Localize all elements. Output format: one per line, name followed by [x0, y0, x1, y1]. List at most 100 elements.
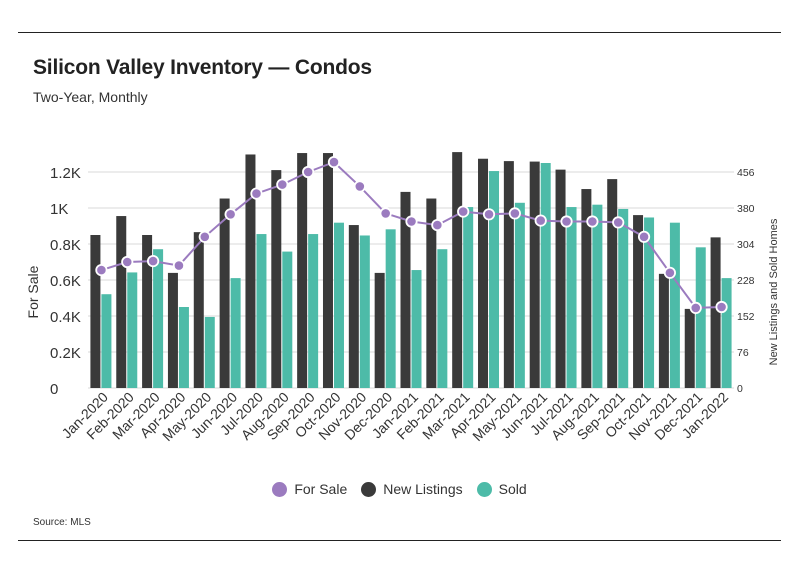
sold-bar — [566, 207, 577, 388]
for-sale-point — [198, 230, 211, 243]
for-sale-point — [482, 208, 496, 221]
for-sale-line — [95, 156, 728, 314]
new-listings-bar — [167, 272, 178, 388]
new-listings-bar — [348, 225, 359, 388]
legend-label-new-listings: New Listings — [383, 481, 463, 497]
new-listings-bar — [452, 152, 463, 388]
for-sale-point — [663, 266, 677, 279]
sold-bar — [592, 204, 603, 388]
sold-bar — [101, 294, 112, 388]
right-tick-label: 228 — [737, 275, 755, 287]
for-sale-point — [147, 255, 160, 268]
sold-bar — [308, 234, 319, 388]
legend-item-new-listings[interactable]: New Listings — [361, 481, 463, 497]
legend-label-sold: Sold — [498, 481, 527, 497]
sold-bar — [514, 202, 525, 388]
new-listings-bar — [555, 169, 566, 388]
for-sale-point — [534, 214, 547, 227]
new-listings-bar — [400, 191, 411, 388]
top-rule — [18, 32, 781, 33]
for-sale-point — [431, 219, 444, 232]
legend: For Sale New Listings Sold — [0, 481, 799, 497]
legend-label-for-sale: For Sale — [294, 481, 348, 497]
right-axis-label: New Listings and Sold Homes — [768, 218, 780, 365]
new-listings-bar — [710, 237, 721, 388]
sold-bar — [437, 249, 448, 388]
new-listings-bar — [219, 198, 230, 388]
for-sale-point — [689, 301, 702, 314]
sold-bar — [230, 278, 241, 388]
sold-bar — [385, 229, 396, 388]
chart-subtitle: Two-Year, Monthly — [33, 89, 148, 105]
sold-bar — [333, 222, 344, 388]
left-tick-label: 1.2K — [50, 165, 81, 182]
new-listings-bar — [529, 161, 540, 388]
new-listings-bar — [607, 179, 618, 388]
x-axis-ticks: Jan-2020Feb-2020Mar-2020Apr-2020May-2020… — [58, 389, 731, 444]
new-listings-bar — [245, 154, 256, 388]
new-listings-bar — [297, 153, 308, 388]
new-listings-bar — [142, 235, 153, 388]
left-axis-ticks: 0 0.2K 0.4K 0.6K 0.8K 1K 1.2K — [50, 165, 81, 398]
sold-bar — [282, 251, 293, 388]
right-tick-label: 152 — [737, 311, 755, 323]
for-sale-point — [508, 207, 521, 220]
new-listings-bar — [90, 235, 101, 388]
for-sale-point — [457, 205, 470, 218]
new-listings-bar — [271, 170, 282, 388]
for-sale-swatch-icon — [272, 481, 288, 497]
left-tick-label: 0.8K — [50, 237, 81, 254]
for-sale-point — [95, 263, 108, 277]
sold-bar — [256, 234, 267, 388]
new-listings-bar — [116, 216, 127, 388]
right-axis-ticks: 0 76 152 228 304 380 456 — [737, 167, 755, 395]
new-listings-bar — [426, 198, 437, 388]
for-sale-point — [715, 300, 728, 314]
sold-bar — [411, 270, 422, 388]
for-sale-point — [172, 259, 186, 272]
for-sale-point — [224, 208, 237, 221]
for-sale-point — [353, 180, 366, 193]
sold-bar — [463, 207, 474, 388]
sold-bar — [669, 222, 680, 388]
sold-swatch-icon — [476, 481, 492, 497]
sold-bar — [153, 249, 164, 388]
chart-title: Silicon Valley Inventory — Condos — [33, 56, 372, 79]
bottom-rule — [18, 540, 781, 541]
sold-bar — [359, 235, 370, 388]
bars — [90, 152, 732, 388]
right-tick-label: 76 — [737, 347, 749, 359]
left-tick-label: 1K — [50, 201, 68, 218]
sold-bar — [127, 272, 138, 388]
legend-item-for-sale[interactable]: For Sale — [272, 481, 347, 497]
new-listings-swatch-icon — [361, 481, 377, 497]
right-tick-label: 304 — [737, 239, 755, 251]
for-sale-point — [612, 216, 625, 229]
new-listings-bar — [633, 215, 644, 388]
right-tick-label: 456 — [737, 167, 755, 179]
sold-bar — [204, 316, 215, 388]
left-tick-label: 0.4K — [50, 309, 81, 326]
new-listings-bar — [322, 153, 333, 388]
left-tick-label: 0.2K — [50, 345, 81, 362]
sold-bar — [489, 171, 500, 388]
for-sale-point — [302, 165, 315, 179]
for-sale-point — [250, 187, 263, 200]
left-tick-label: 0.6K — [50, 273, 81, 290]
sold-bar — [618, 208, 629, 388]
for-sale-point — [327, 156, 341, 169]
right-tick-label: 380 — [737, 203, 755, 215]
right-tick-label: 0 — [737, 383, 743, 395]
sold-bar — [695, 247, 706, 388]
for-sale-point — [637, 230, 651, 243]
for-sale-point — [560, 215, 573, 228]
new-listings-bar — [684, 308, 695, 388]
for-sale-point — [379, 207, 392, 220]
new-listings-bar — [503, 161, 514, 388]
legend-item-sold[interactable]: Sold — [476, 481, 527, 497]
sold-bar — [644, 217, 655, 388]
new-listings-bar — [478, 158, 489, 388]
new-listings-bar — [374, 272, 385, 388]
sold-bar — [540, 163, 551, 388]
